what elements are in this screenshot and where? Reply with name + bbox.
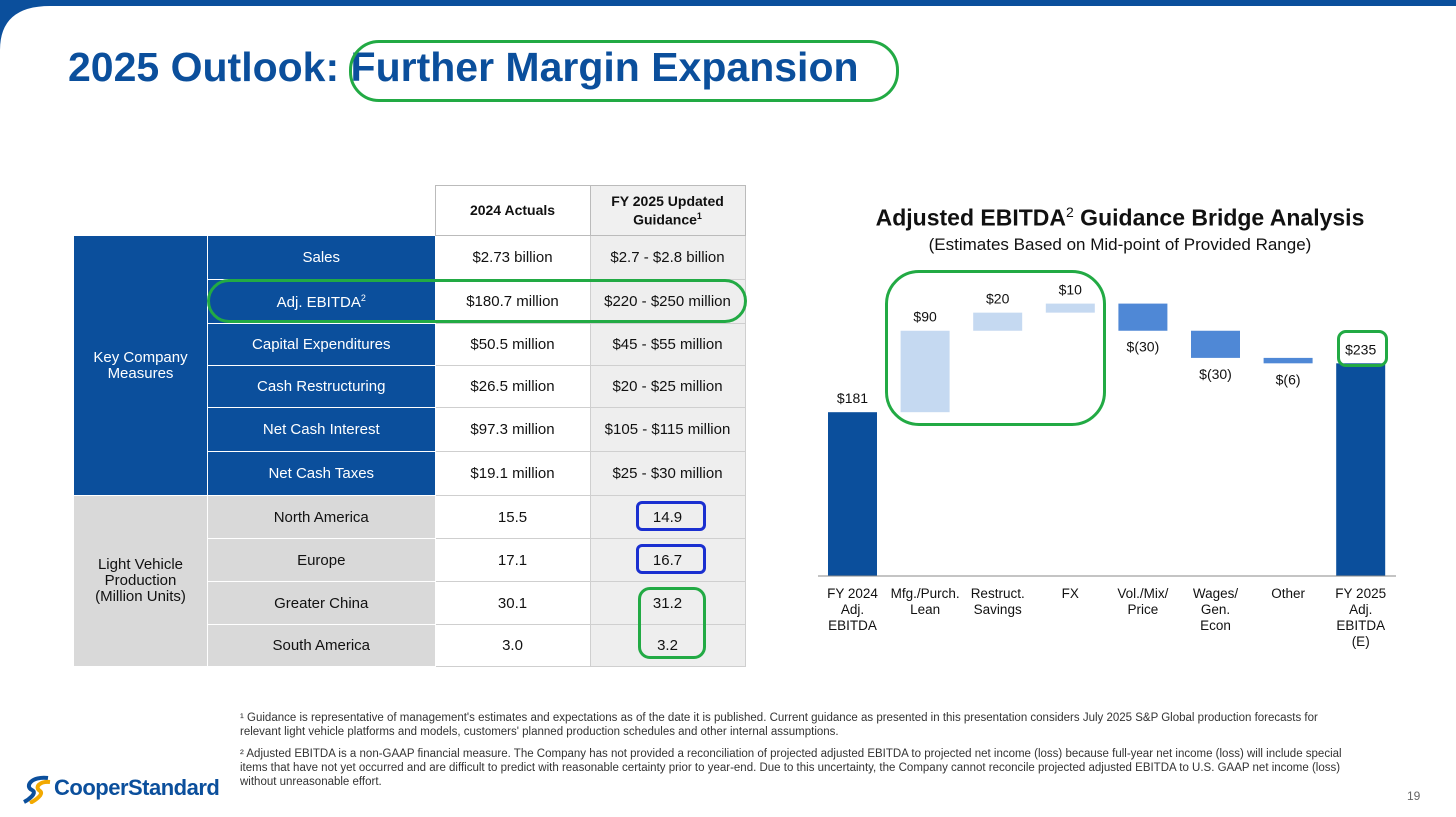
category-label: Restruct. <box>971 586 1025 601</box>
footnote-2: ² Adjusted EBITDA is a non-GAAP financia… <box>240 748 1342 788</box>
category-label: Other <box>1271 586 1305 601</box>
metric-cell: Capital Expenditures <box>207 323 436 366</box>
actual-cell: $2.73 billion <box>434 235 591 280</box>
category-label: FX <box>1062 586 1079 601</box>
data-label: $(30) <box>1199 366 1232 382</box>
guidance-cell: $45 - $55 million <box>589 323 746 366</box>
bar <box>973 312 1023 331</box>
table-row: Light Vehicle Production (Million Units)… <box>73 495 746 667</box>
category-label: Vol./Mix/ <box>1117 586 1168 601</box>
fy2025-value-highlight-oval <box>1337 330 1388 367</box>
ebitda-row-highlight-oval <box>207 279 747 323</box>
table-body: Key Company Measures Sales $2.73 billion $2… <box>73 235 746 667</box>
top-accent-bar <box>0 0 1456 6</box>
category-label: Mfg./Purch. <box>891 586 960 601</box>
guidance-cell: $105 - $115 million <box>589 407 746 452</box>
data-label: $90 <box>913 309 937 325</box>
table-row: Key Company Measures Sales $2.73 billion $2… <box>73 235 746 496</box>
metric-cell: Cash Restructuring <box>207 365 436 408</box>
corner-curve <box>0 0 70 50</box>
company-logo: CooperStandard <box>22 772 220 804</box>
title-highlight-oval <box>349 40 899 102</box>
footnote-1: ¹ Guidance is representative of manageme… <box>240 712 1318 738</box>
actual-cell: $19.1 million <box>434 451 591 496</box>
category-label: Savings <box>974 602 1022 617</box>
page-number: 19 <box>1407 789 1421 803</box>
table-row: South America 3.0 3.2 <box>74 624 746 667</box>
actual-cell: 15.5 <box>434 495 591 539</box>
bar <box>1118 303 1168 331</box>
category-label: Price <box>1128 602 1159 617</box>
guidance-cell: $2.7 - $2.8 billion <box>589 235 746 280</box>
bar <box>1336 363 1386 576</box>
category-label: EBITDA <box>1336 618 1385 633</box>
data-label: $(6) <box>1276 371 1301 387</box>
logo-text: CooperStandard <box>54 775 220 800</box>
table-row: Greater China 30.1 31.2 <box>74 581 746 625</box>
bar <box>1045 303 1095 313</box>
data-label: $20 <box>986 291 1010 307</box>
guidance-cell: 14.9 <box>589 495 746 539</box>
category-label: Adj. <box>1349 602 1372 617</box>
title-prefix: 2025 Outlook: <box>68 44 340 90</box>
north-america-highlight-box <box>636 501 706 531</box>
category-label: FY 2025 <box>1335 586 1386 601</box>
metric-cell: Adj. EBITDA2 <box>207 279 436 324</box>
category-label: Adj. <box>841 602 864 617</box>
category-label: Gen. <box>1201 602 1230 617</box>
metric-cell: Sales <box>207 235 436 280</box>
col-header-guidance: FY 2025 Updated Guidance1 <box>589 185 746 236</box>
actual-cell: 30.1 <box>434 581 591 625</box>
table-row: Adj. EBITDA2 $180.7 million $220 - $250 mi… <box>74 279 746 324</box>
group-label: Light Vehicle Production (Million Units) <box>73 495 208 667</box>
metric-cell: North America <box>207 495 436 539</box>
guidance-cell: $220 - $250 million <box>589 279 746 324</box>
gains-highlight-oval <box>885 270 1106 426</box>
key-measures-table: 2024 Actuals FY 2025 Updated Guidance1 K… <box>73 185 746 667</box>
metric-cell: Net Cash Taxes <box>207 451 436 496</box>
actual-cell: $50.5 million <box>434 323 591 366</box>
title-highlight: Further Margin Expansion <box>350 44 859 90</box>
actual-cell: $26.5 million <box>434 365 591 408</box>
bar <box>828 412 877 576</box>
data-label: $181 <box>837 390 868 406</box>
actual-cell: 17.1 <box>434 538 591 582</box>
col-header-actuals: 2024 Actuals <box>434 185 591 236</box>
metric-cell: Greater China <box>207 581 436 625</box>
table-row: Net Cash Interest $97.3 million $105 - $11… <box>74 407 746 452</box>
europe-highlight-box <box>636 544 706 574</box>
guidance-cell: $25 - $30 million <box>589 451 746 496</box>
guidance-cell: 3.2 <box>589 624 746 667</box>
actual-cell: 3.0 <box>434 624 591 667</box>
page-title: 2025 Outlook: Further Margin Expansion <box>68 44 859 91</box>
metric-cell: Net Cash Interest <box>207 407 436 452</box>
category-label: Lean <box>910 602 940 617</box>
china-samerica-highlight-oval <box>638 587 706 659</box>
category-label: FY 2024 <box>827 586 878 601</box>
metric-cell: South America <box>207 624 436 667</box>
table-row: Cash Restructuring $26.5 million $20 - $25… <box>74 365 746 408</box>
chart-title: Adjusted EBITDA2 Guidance Bridge Analysi… <box>875 204 1365 231</box>
data-label: $(30) <box>1127 339 1160 355</box>
metric-cell: Europe <box>207 538 436 582</box>
table-row: Capital Expenditures $50.5 million $45 - $… <box>74 323 746 366</box>
chart-subtitle: (Estimates Based on Mid-point of Provide… <box>928 235 1312 254</box>
bar <box>1263 357 1313 364</box>
table-row: Net Cash Taxes $19.1 million $25 - $30 mil… <box>74 451 746 496</box>
bar <box>1191 330 1240 358</box>
category-label: Wages/ <box>1193 586 1239 601</box>
actual-cell: $97.3 million <box>434 407 591 452</box>
category-label: EBITDA <box>828 618 877 633</box>
logo-swoosh-icon <box>23 775 51 804</box>
category-label: (E) <box>1352 634 1370 649</box>
category-label: Econ <box>1200 618 1231 633</box>
data-label: $235 <box>1345 341 1376 357</box>
